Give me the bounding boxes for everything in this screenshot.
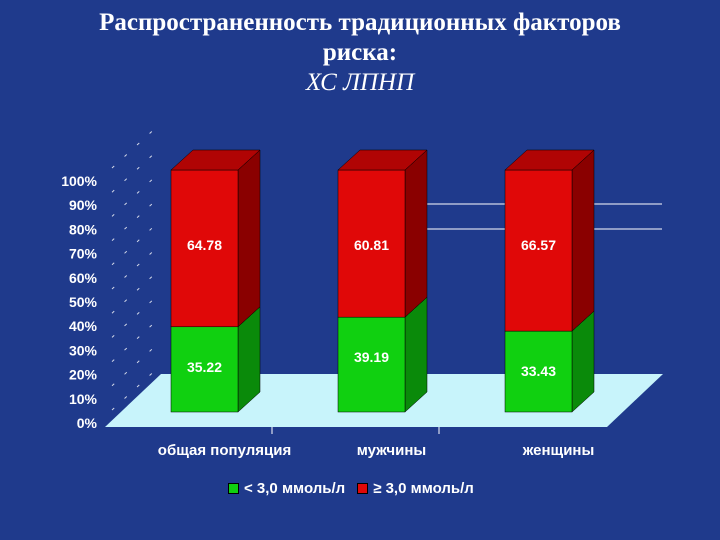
- data-label: 64.78: [187, 237, 222, 253]
- title-line-1: Распространенность традиционных факторов: [99, 9, 621, 36]
- left-wall-tick-1: [111, 341, 161, 387]
- y-tick-label: 90%: [69, 197, 98, 213]
- bar-0-1: [337, 316, 406, 413]
- bar-side-1-2: [571, 149, 595, 332]
- data-label: 33.43: [521, 363, 556, 379]
- bar-top-2: [504, 149, 595, 171]
- left-wall-tick-4: [111, 268, 161, 314]
- y-tick-label: 30%: [69, 342, 98, 358]
- chart-title: Распространенность традиционных факторов…: [0, 8, 720, 98]
- y-tick-label: 60%: [69, 270, 98, 286]
- legend-swatch-low: [228, 483, 239, 494]
- legend-swatch-high: [357, 483, 369, 494]
- data-label: 66.57: [521, 237, 556, 253]
- data-label: 35.22: [187, 359, 222, 375]
- data-label: 60.81: [354, 237, 389, 253]
- legend-item-high: ≥ 3,0 ммоль/л: [357, 480, 474, 497]
- y-tick-label: 100%: [61, 173, 97, 189]
- bar-1-1: [337, 169, 406, 318]
- x-tick-label: общая популяция: [158, 442, 291, 459]
- left-wall-tick-7: [111, 196, 161, 241]
- y-tick-label: 0%: [77, 415, 98, 431]
- title-line-2: риска:: [322, 39, 398, 66]
- y-tick-label: 80%: [69, 221, 98, 237]
- y-tick-label: 20%: [69, 367, 98, 383]
- left-wall-tick-6: [111, 220, 161, 266]
- x-tick-label: мужчины: [357, 442, 427, 459]
- bar-0-0: [170, 326, 239, 413]
- left-wall-tick-3: [111, 293, 161, 338]
- y-tick-label: 50%: [69, 294, 98, 310]
- bar-1-0: [170, 169, 239, 328]
- legend-item-low: < 3,0 ммоль/л: [228, 480, 345, 497]
- y-tick-label: 70%: [69, 246, 98, 262]
- left-wall-tick-2: [111, 317, 161, 362]
- left-wall-tick-5: [111, 244, 161, 290]
- bar-1-2: [504, 169, 573, 332]
- legend-label-low: < 3,0 ммоль/л: [244, 480, 346, 497]
- bar-side-1-0: [237, 149, 261, 328]
- data-label: 39.19: [354, 349, 389, 365]
- left-wall-tick-8: [111, 172, 161, 217]
- bar-side-1-1: [404, 149, 428, 318]
- title-line-3: ХС ЛПНП: [305, 69, 415, 96]
- left-wall-tick-9: [111, 147, 161, 193]
- y-tick-label: 40%: [69, 318, 98, 334]
- x-tick-label: женщины: [522, 442, 595, 459]
- bar-top-1: [337, 149, 428, 171]
- legend: < 3,0 ммоль/л ≥ 3,0 ммоль/л: [228, 480, 480, 497]
- y-tick-label: 10%: [69, 391, 98, 407]
- left-wall-tick-10: [111, 123, 161, 169]
- bar-0-2: [504, 330, 573, 413]
- bar-top-0: [170, 149, 261, 171]
- legend-label-high: ≥ 3,0 ммоль/л: [373, 480, 474, 497]
